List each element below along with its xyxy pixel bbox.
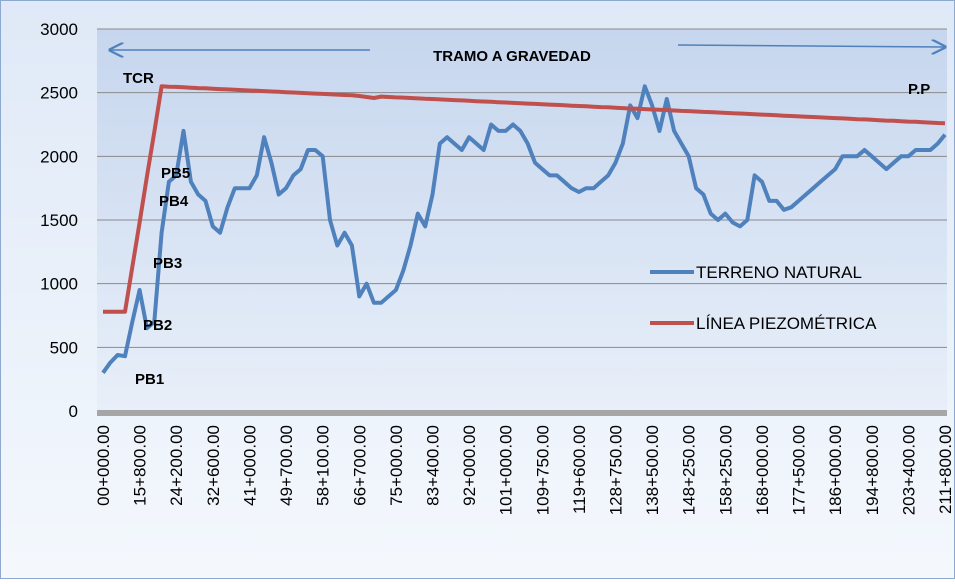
x-tick-label: 24+200.00 (167, 425, 186, 506)
x-tick-label: 32+600.00 (204, 425, 223, 506)
x-tick-label: 41+000.00 (240, 425, 259, 506)
x-tick-label: 75+000.00 (387, 425, 406, 506)
x-tick-label: 109+750.00 (533, 425, 552, 515)
x-tick-label: 177+500.00 (790, 425, 809, 515)
annotation: PB3 (153, 255, 182, 272)
x-tick-label: 194+800.00 (863, 425, 882, 515)
x-tick-label: 138+500.00 (643, 425, 662, 515)
annotation: PB5 (161, 165, 190, 182)
x-tick-label: 168+000.00 (753, 425, 772, 515)
series-line (101, 84, 947, 374)
annotation: TCR (123, 70, 154, 87)
y-tick-label: 1000 (40, 275, 78, 294)
annotation: PB2 (143, 317, 172, 334)
legend-label: TERRENO NATURAL (696, 263, 862, 282)
y-tick-label: 2500 (40, 84, 78, 103)
x-tick-label: 92+000.00 (460, 425, 479, 506)
y-tick-label: 3000 (40, 20, 78, 39)
annotation: PB1 (135, 371, 164, 388)
x-tick-label: 128+750.00 (607, 425, 626, 515)
y-tick-label: 0 (69, 402, 78, 421)
arrow (677, 45, 945, 47)
x-tick-label: 119+600.00 (570, 425, 589, 514)
x-tick-label: 186+000.00 (826, 425, 845, 515)
x-tick-label: 00+000.00 (94, 425, 113, 506)
y-tick-label: 2000 (40, 147, 78, 166)
chart-title: TRAMO A GRAVEDAD (433, 48, 591, 65)
x-tick-label: 58+100.00 (314, 425, 333, 506)
series-line (103, 84, 946, 314)
x-tick-label: 66+700.00 (350, 425, 369, 506)
annotation: PB4 (159, 193, 189, 210)
x-tick-label: 211+800.00 (936, 425, 955, 514)
x-axis (97, 410, 947, 416)
x-tick-label: 15+800.00 (131, 425, 150, 506)
x-tick-label: 158+250.00 (716, 425, 735, 515)
x-tick-label: 203+400.00 (899, 425, 918, 515)
annotation: P.P (908, 81, 930, 98)
y-tick-label: 1500 (40, 211, 78, 230)
x-tick-label: 101+000.00 (497, 425, 516, 515)
legend-label: LÍNEA PIEZOMÉTRICA (696, 314, 877, 333)
x-tick-label: 83+400.00 (423, 425, 442, 506)
x-tick-label: 49+700.00 (277, 425, 296, 506)
x-tick-label: 148+250.00 (680, 425, 699, 515)
y-tick-label: 500 (50, 338, 78, 357)
